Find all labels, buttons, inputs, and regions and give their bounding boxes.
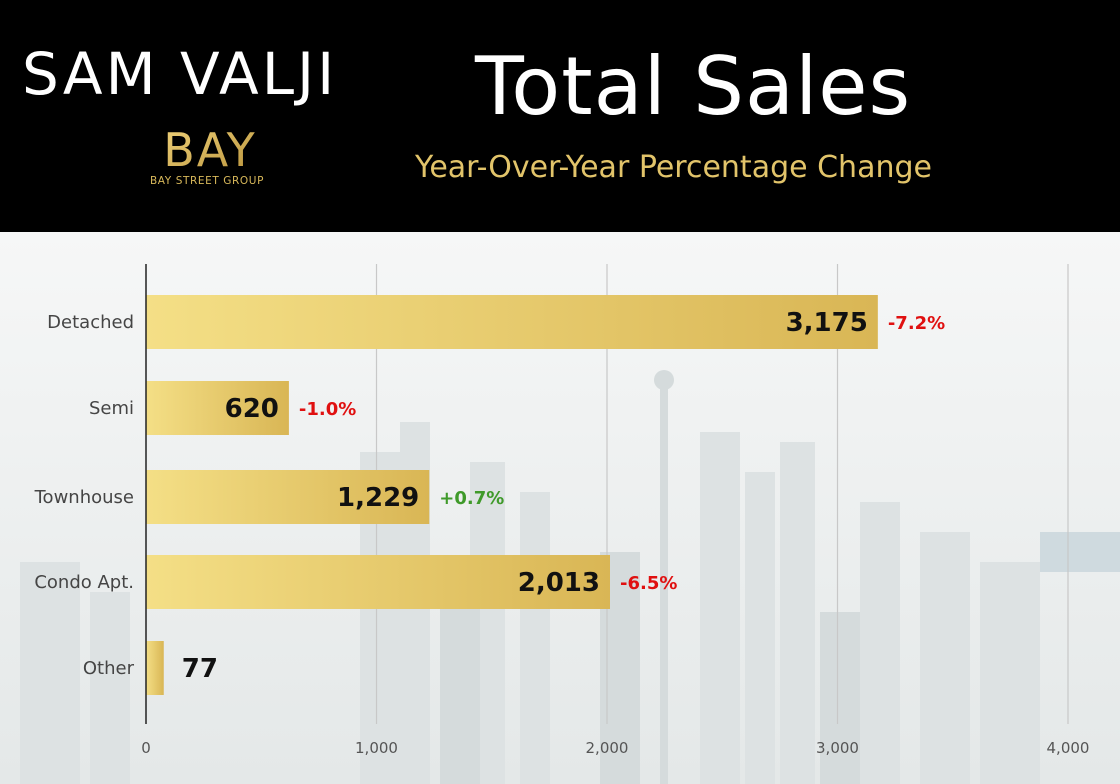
svg-text:BAY: BAY [163,123,257,177]
value-label: 77 [182,654,218,684]
value-label: 3,175 [786,308,868,338]
chart-title: Total Sales [475,40,912,133]
x-tick-label: 2,000 [586,739,629,757]
category-label: Other [83,658,135,679]
change-label: -1.0% [299,399,356,420]
bar-other [146,641,164,695]
category-label: Condo Apt. [34,572,134,593]
x-tick-label: 4,000 [1047,739,1090,757]
category-label: Townhouse [34,487,134,508]
value-label: 2,013 [518,568,600,598]
bar-condo-apt [146,555,610,609]
bar-chart: 0 1,000 2,000 3,000 4,000 Detached 3,175 -7.2% S… [34,264,1090,757]
labels: 0 1,000 2,000 3,000 4,000 Detached 3,175 -7.2% S… [34,308,1090,757]
bars [146,295,878,695]
change-label: +0.7% [439,488,504,509]
bay-logo-icon: BAY [163,123,257,177]
category-label: Semi [89,398,134,419]
bay-street-group-text: BAY STREET GROUP [149,175,265,187]
category-label: Detached [47,312,134,333]
value-label: 1,229 [337,483,419,513]
x-tick-label: 1,000 [355,739,398,757]
change-label: -6.5% [620,573,677,594]
brand-name: SAM VALJI [22,40,338,108]
bar-townhouse [146,470,430,524]
change-label: -7.2% [888,313,945,334]
bar-semi [146,381,289,435]
header-banner: SAM VALJI BAY BAY STREET GROUP Total Sal… [0,0,1120,232]
value-label: 620 [225,394,279,424]
bar-detached [146,295,878,349]
x-tick-label: 0 [141,739,151,757]
x-tick-label: 3,000 [816,739,859,757]
chart-subtitle: Year-Over-Year Percentage Change [415,150,932,185]
